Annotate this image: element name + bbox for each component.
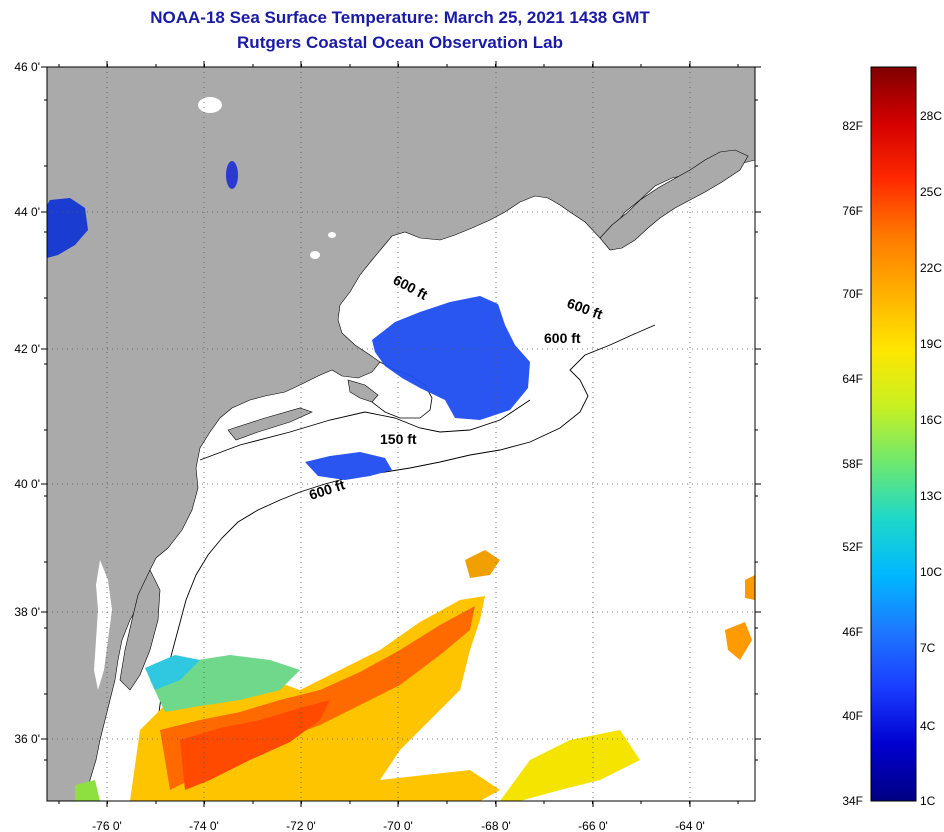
lon-tick-label: -70 0' xyxy=(383,819,413,832)
colorbar-fahrenheit-label: 70F xyxy=(842,287,863,301)
lake-blue xyxy=(47,198,88,258)
lon-tick-label: -76 0' xyxy=(92,819,122,832)
colorbar xyxy=(870,66,917,802)
sst-orange-patch xyxy=(465,550,500,578)
map-title: NOAA-18 Sea Surface Temperature: March 2… xyxy=(150,8,650,27)
sst-cold-patch xyxy=(372,296,530,420)
map-subtitle: Rutgers Coastal Ocean Observation Lab xyxy=(237,33,563,52)
sst-teal xyxy=(145,655,200,690)
colorbar-celsius-label: 1C xyxy=(920,794,936,808)
axis-tick-labels: -76 0' -74 0' -72 0' -70 0' -68 0' -66 0' -64 … xyxy=(14,60,704,832)
land-nova-scotia xyxy=(599,149,749,251)
inland-lake xyxy=(328,232,336,238)
lat-tick-label: 40 0' xyxy=(14,477,40,491)
colorbar-celsius-label: 19C xyxy=(920,337,942,351)
sst-yellow-patch xyxy=(500,730,640,801)
colorbar-fahrenheit-label: 52F xyxy=(842,540,863,554)
sst-very-hot xyxy=(180,700,330,790)
colorbar-celsius-label: 28C xyxy=(920,109,942,123)
lon-tick-label: -68 0' xyxy=(481,819,511,832)
colorbar-celsius-label: 7C xyxy=(920,641,936,655)
land-cape-cod xyxy=(347,379,379,403)
colorbar-celsius-label: 4C xyxy=(920,719,936,733)
sst-green-patch xyxy=(75,780,100,801)
sst-orange-patch xyxy=(745,575,755,600)
colorbar-celsius-label: 25C xyxy=(920,185,942,199)
inland-lake xyxy=(310,251,320,259)
colorbar-fahrenheit-label: 58F xyxy=(842,457,863,471)
map-frame xyxy=(46,66,756,802)
colorbar-celsius-label: 13C xyxy=(920,489,942,503)
contour-label: 150 ft xyxy=(380,431,417,447)
land-delmarva xyxy=(119,569,161,691)
lat-tick-label: 36 0' xyxy=(14,732,40,746)
colorbar-fahrenheit-label: 34F xyxy=(842,794,863,808)
colorbar-fahrenheit-label: 46F xyxy=(842,625,863,639)
graticule xyxy=(47,67,755,801)
lat-tick-label: 42 0' xyxy=(14,342,40,356)
colorbar-celsius-label: 10C xyxy=(920,565,942,579)
sst-cold-patch xyxy=(305,452,392,480)
colorbar-fahrenheit-label: 64F xyxy=(842,372,863,386)
axis-ticks xyxy=(41,61,761,807)
lat-tick-label: 44 0' xyxy=(14,205,40,219)
colorbar-celsius-label: 22C xyxy=(920,261,942,275)
contour-150ft xyxy=(199,399,531,461)
lat-tick-label: 38 0' xyxy=(14,605,40,619)
lon-tick-label: -72 0' xyxy=(286,819,316,832)
contour-label: 600 ft xyxy=(544,330,581,346)
lat-tick-label: 46 0' xyxy=(14,60,40,74)
inland-lake xyxy=(198,97,222,113)
colorbar-fahrenheit-label: 82F xyxy=(842,119,863,133)
colorbar-labels: 82F 76F 70F 64F 58F 52F 46F 40F 34F 28C 25C 22C 19C 1… xyxy=(842,109,942,808)
colorbar-fahrenheit-label: 40F xyxy=(842,709,863,723)
colorbar-fahrenheit-label: 76F xyxy=(842,204,863,218)
sst-orange-patch xyxy=(725,622,752,660)
lon-tick-label: -66 0' xyxy=(578,819,608,832)
colorbar-celsius-label: 16C xyxy=(920,413,942,427)
inland-lake xyxy=(226,161,238,189)
lon-tick-label: -74 0' xyxy=(189,819,219,832)
chesapeake-bay xyxy=(94,560,112,690)
lon-tick-label: -64 0' xyxy=(675,819,705,832)
